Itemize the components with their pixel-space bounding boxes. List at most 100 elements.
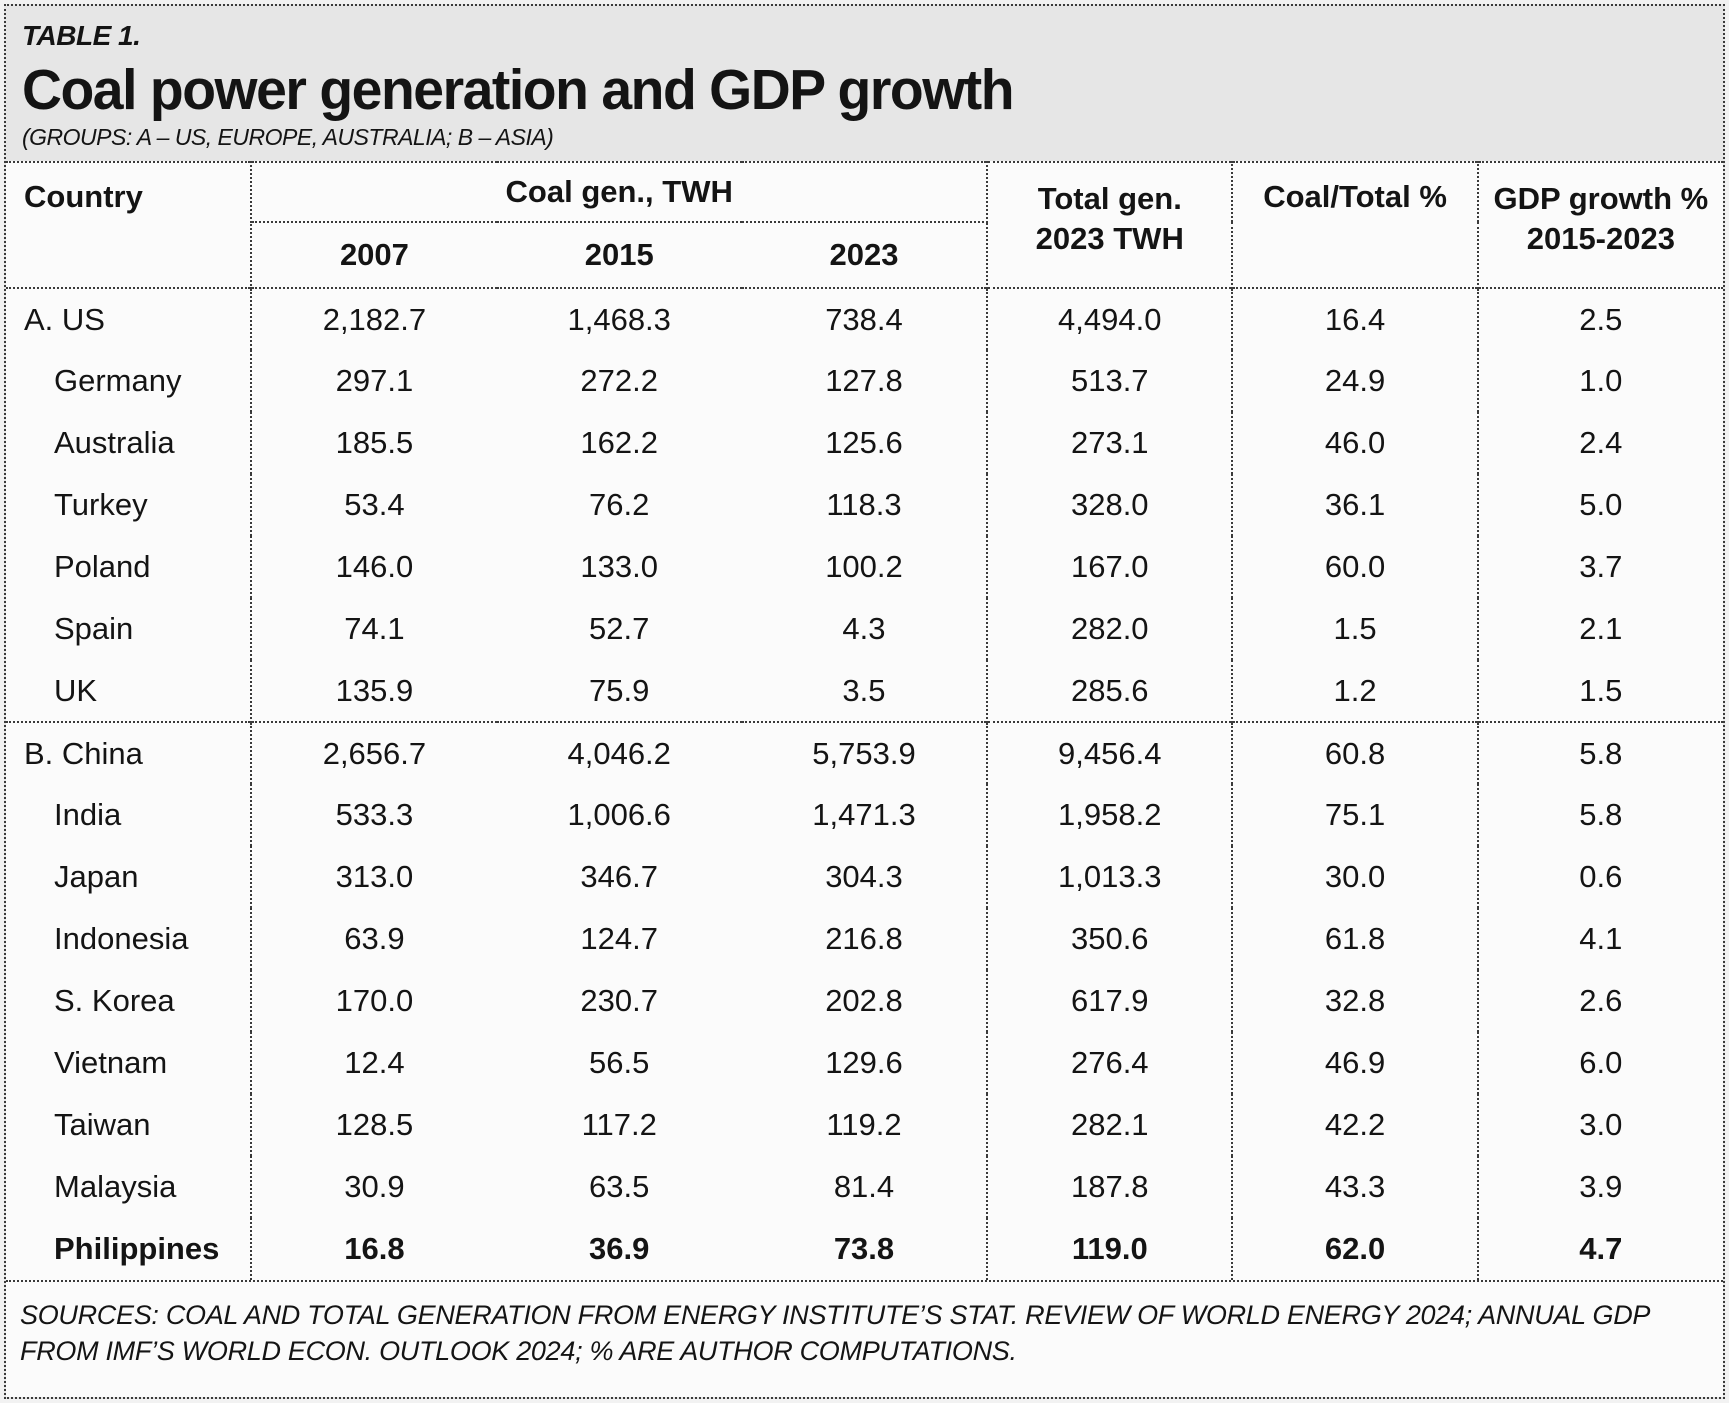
country-cell: Australia bbox=[6, 412, 253, 474]
value-cell: 350.6 bbox=[987, 908, 1234, 970]
value-cell: 282.1 bbox=[987, 1094, 1234, 1156]
value-cell: 513.7 bbox=[987, 350, 1234, 412]
value-cell: 30.0 bbox=[1232, 846, 1479, 908]
value-cell: 42.2 bbox=[1232, 1094, 1479, 1156]
value-cell: 119.2 bbox=[741, 1094, 989, 1156]
col-header-total-gen-line1: Total gen. bbox=[1037, 181, 1182, 216]
country-cell: UK bbox=[6, 660, 253, 722]
table-row: Philippines 16.8 36.9 73.8 119.0 62.0 4.7 bbox=[6, 1218, 1723, 1280]
value-cell: 276.4 bbox=[987, 1032, 1234, 1094]
table-row: Turkey 53.4 76.2 118.3 328.0 36.1 5.0 bbox=[6, 474, 1723, 536]
page-title: Coal power generation and GDP growth bbox=[22, 58, 1015, 122]
table-row: UK 135.9 75.9 3.5 285.6 1.2 1.5 bbox=[6, 660, 1723, 722]
value-cell: 43.3 bbox=[1232, 1156, 1479, 1218]
col-header-gdp-growth: GDP growth % 2015-2023 bbox=[1478, 162, 1723, 288]
table-body: A. US 2,182.7 1,468.3 738.4 4,494.0 16.4 2.5 Ge… bbox=[6, 287, 1723, 1280]
col-header-country: Country bbox=[6, 162, 253, 288]
col-header-gdp-growth-line1: GDP growth % bbox=[1493, 181, 1709, 216]
value-cell: 61.8 bbox=[1232, 908, 1479, 970]
col-header-coal-gen-group: Coal gen., TWH bbox=[251, 162, 989, 223]
value-cell: 4.1 bbox=[1579, 921, 1623, 956]
country-cell: Spain bbox=[6, 598, 253, 660]
value-cell: 75.9 bbox=[589, 672, 650, 708]
value-cell: 2.5 bbox=[1477, 287, 1723, 350]
value-cell: 216.8 bbox=[741, 908, 989, 970]
value-cell: 313.0 bbox=[335, 859, 414, 894]
table-row: Australia 185.5 162.2 125.6 273.1 46.0 2.4 bbox=[6, 412, 1723, 474]
value-cell: 2,656.7 bbox=[251, 721, 497, 784]
value-cell: 1,006.6 bbox=[567, 797, 671, 832]
value-cell: 328.0 bbox=[987, 474, 1234, 536]
value-cell: 297.1 bbox=[335, 363, 414, 398]
value-cell: 202.8 bbox=[741, 970, 989, 1032]
country-cell: Taiwan bbox=[6, 1094, 253, 1156]
value-cell: 4.3 bbox=[741, 598, 989, 660]
value-cell: 146.0 bbox=[335, 549, 414, 584]
col-header-gdp-growth-line2: 2015-2023 bbox=[1526, 220, 1675, 256]
value-cell: 3.5 bbox=[741, 660, 989, 722]
value-cell: 185.5 bbox=[335, 425, 414, 460]
value-cell: 63.5 bbox=[589, 1169, 650, 1204]
country-cell: Poland bbox=[6, 536, 253, 598]
table-row: A. US 2,182.7 1,468.3 738.4 4,494.0 16.4 2.5 bbox=[6, 287, 1723, 350]
value-cell: 272.2 bbox=[580, 363, 658, 398]
page-subtitle: (GROUPS: A – US, EUROPE, AUSTRALIA; B – … bbox=[22, 124, 554, 150]
value-cell: 5,753.9 bbox=[741, 721, 989, 784]
value-cell: 187.8 bbox=[987, 1156, 1234, 1218]
title-band: TABLE 1. Coal power generation and GDP g… bbox=[6, 6, 1723, 161]
country-cell: Vietnam bbox=[6, 1032, 253, 1094]
value-cell: 36.1 bbox=[1232, 474, 1479, 536]
col-header-total-gen: Total gen. 2023 TWH bbox=[987, 162, 1234, 288]
value-cell: 133.0 bbox=[580, 549, 658, 584]
value-cell: 2.6 bbox=[1579, 983, 1623, 1018]
col-header-total-gen-line2: 2023 TWH bbox=[1035, 220, 1184, 256]
value-cell: 124.7 bbox=[580, 921, 658, 956]
value-cell: 170.0 bbox=[335, 983, 414, 1018]
value-cell: 1.0 bbox=[1579, 363, 1623, 398]
value-cell: 52.7 bbox=[589, 611, 650, 646]
table-row: India 533.3 1,006.6 1,471.3 1,958.2 75.1 5.8 bbox=[6, 784, 1723, 846]
table-row: Spain 74.1 52.7 4.3 282.0 1.5 2.1 bbox=[6, 598, 1723, 660]
value-cell: 533.3 bbox=[335, 797, 414, 832]
value-cell: 30.9 bbox=[344, 1169, 405, 1204]
country-cell: A. US bbox=[6, 287, 253, 350]
value-cell: 162.2 bbox=[580, 425, 658, 460]
header-row-2: 2007 2015 2023 bbox=[6, 222, 1723, 288]
table-panel: TABLE 1. Coal power generation and GDP g… bbox=[4, 4, 1725, 1399]
sources-note: SOURCES: COAL AND TOTAL GENERATION FROM … bbox=[6, 1280, 1723, 1397]
value-cell: 81.4 bbox=[741, 1156, 989, 1218]
value-cell: 56.5 bbox=[589, 1045, 650, 1080]
country-cell: Turkey bbox=[6, 474, 253, 536]
country-cell: S. Korea bbox=[6, 970, 253, 1032]
value-cell: 3.9 bbox=[1579, 1169, 1623, 1204]
value-cell: 60.0 bbox=[1232, 536, 1479, 598]
value-cell: 1,468.3 bbox=[496, 287, 742, 350]
table-row: Germany 297.1 272.2 127.8 513.7 24.9 1.0 bbox=[6, 350, 1723, 412]
country-cell: Japan bbox=[6, 846, 253, 908]
value-cell: 36.9 bbox=[589, 1231, 650, 1266]
value-cell: 5.0 bbox=[1579, 487, 1623, 522]
value-cell: 1.5 bbox=[1579, 672, 1623, 708]
value-cell: 74.1 bbox=[344, 611, 405, 646]
table-row: Malaysia 30.9 63.5 81.4 187.8 43.3 3.9 bbox=[6, 1156, 1723, 1218]
value-cell: 0.6 bbox=[1579, 859, 1623, 894]
table-row: Vietnam 12.4 56.5 129.6 276.4 46.9 6.0 bbox=[6, 1032, 1723, 1094]
value-cell: 617.9 bbox=[987, 970, 1234, 1032]
country-cell: Indonesia bbox=[6, 908, 253, 970]
value-cell: 282.0 bbox=[987, 598, 1234, 660]
value-cell: 53.4 bbox=[344, 487, 405, 522]
value-cell: 1.2 bbox=[1232, 660, 1479, 722]
value-cell: 135.9 bbox=[335, 672, 414, 708]
value-cell: 3.7 bbox=[1579, 549, 1623, 584]
data-table: Country Coal gen., TWH Total gen. 2023 T… bbox=[6, 161, 1723, 1280]
value-cell: 4,046.2 bbox=[496, 721, 742, 784]
value-cell: 60.8 bbox=[1232, 721, 1479, 784]
value-cell: 2,182.7 bbox=[251, 287, 497, 350]
table-row: Japan 313.0 346.7 304.3 1,013.3 30.0 0.6 bbox=[6, 846, 1723, 908]
table-row: Poland 146.0 133.0 100.2 167.0 60.0 3.7 bbox=[6, 536, 1723, 598]
table-row: Taiwan 128.5 117.2 119.2 282.1 42.2 3.0 bbox=[6, 1094, 1723, 1156]
value-cell: 167.0 bbox=[987, 536, 1234, 598]
value-cell: 32.8 bbox=[1232, 970, 1479, 1032]
country-cell: Germany bbox=[6, 350, 253, 412]
header-row-1: Country Coal gen., TWH Total gen. 2023 T… bbox=[6, 162, 1723, 288]
